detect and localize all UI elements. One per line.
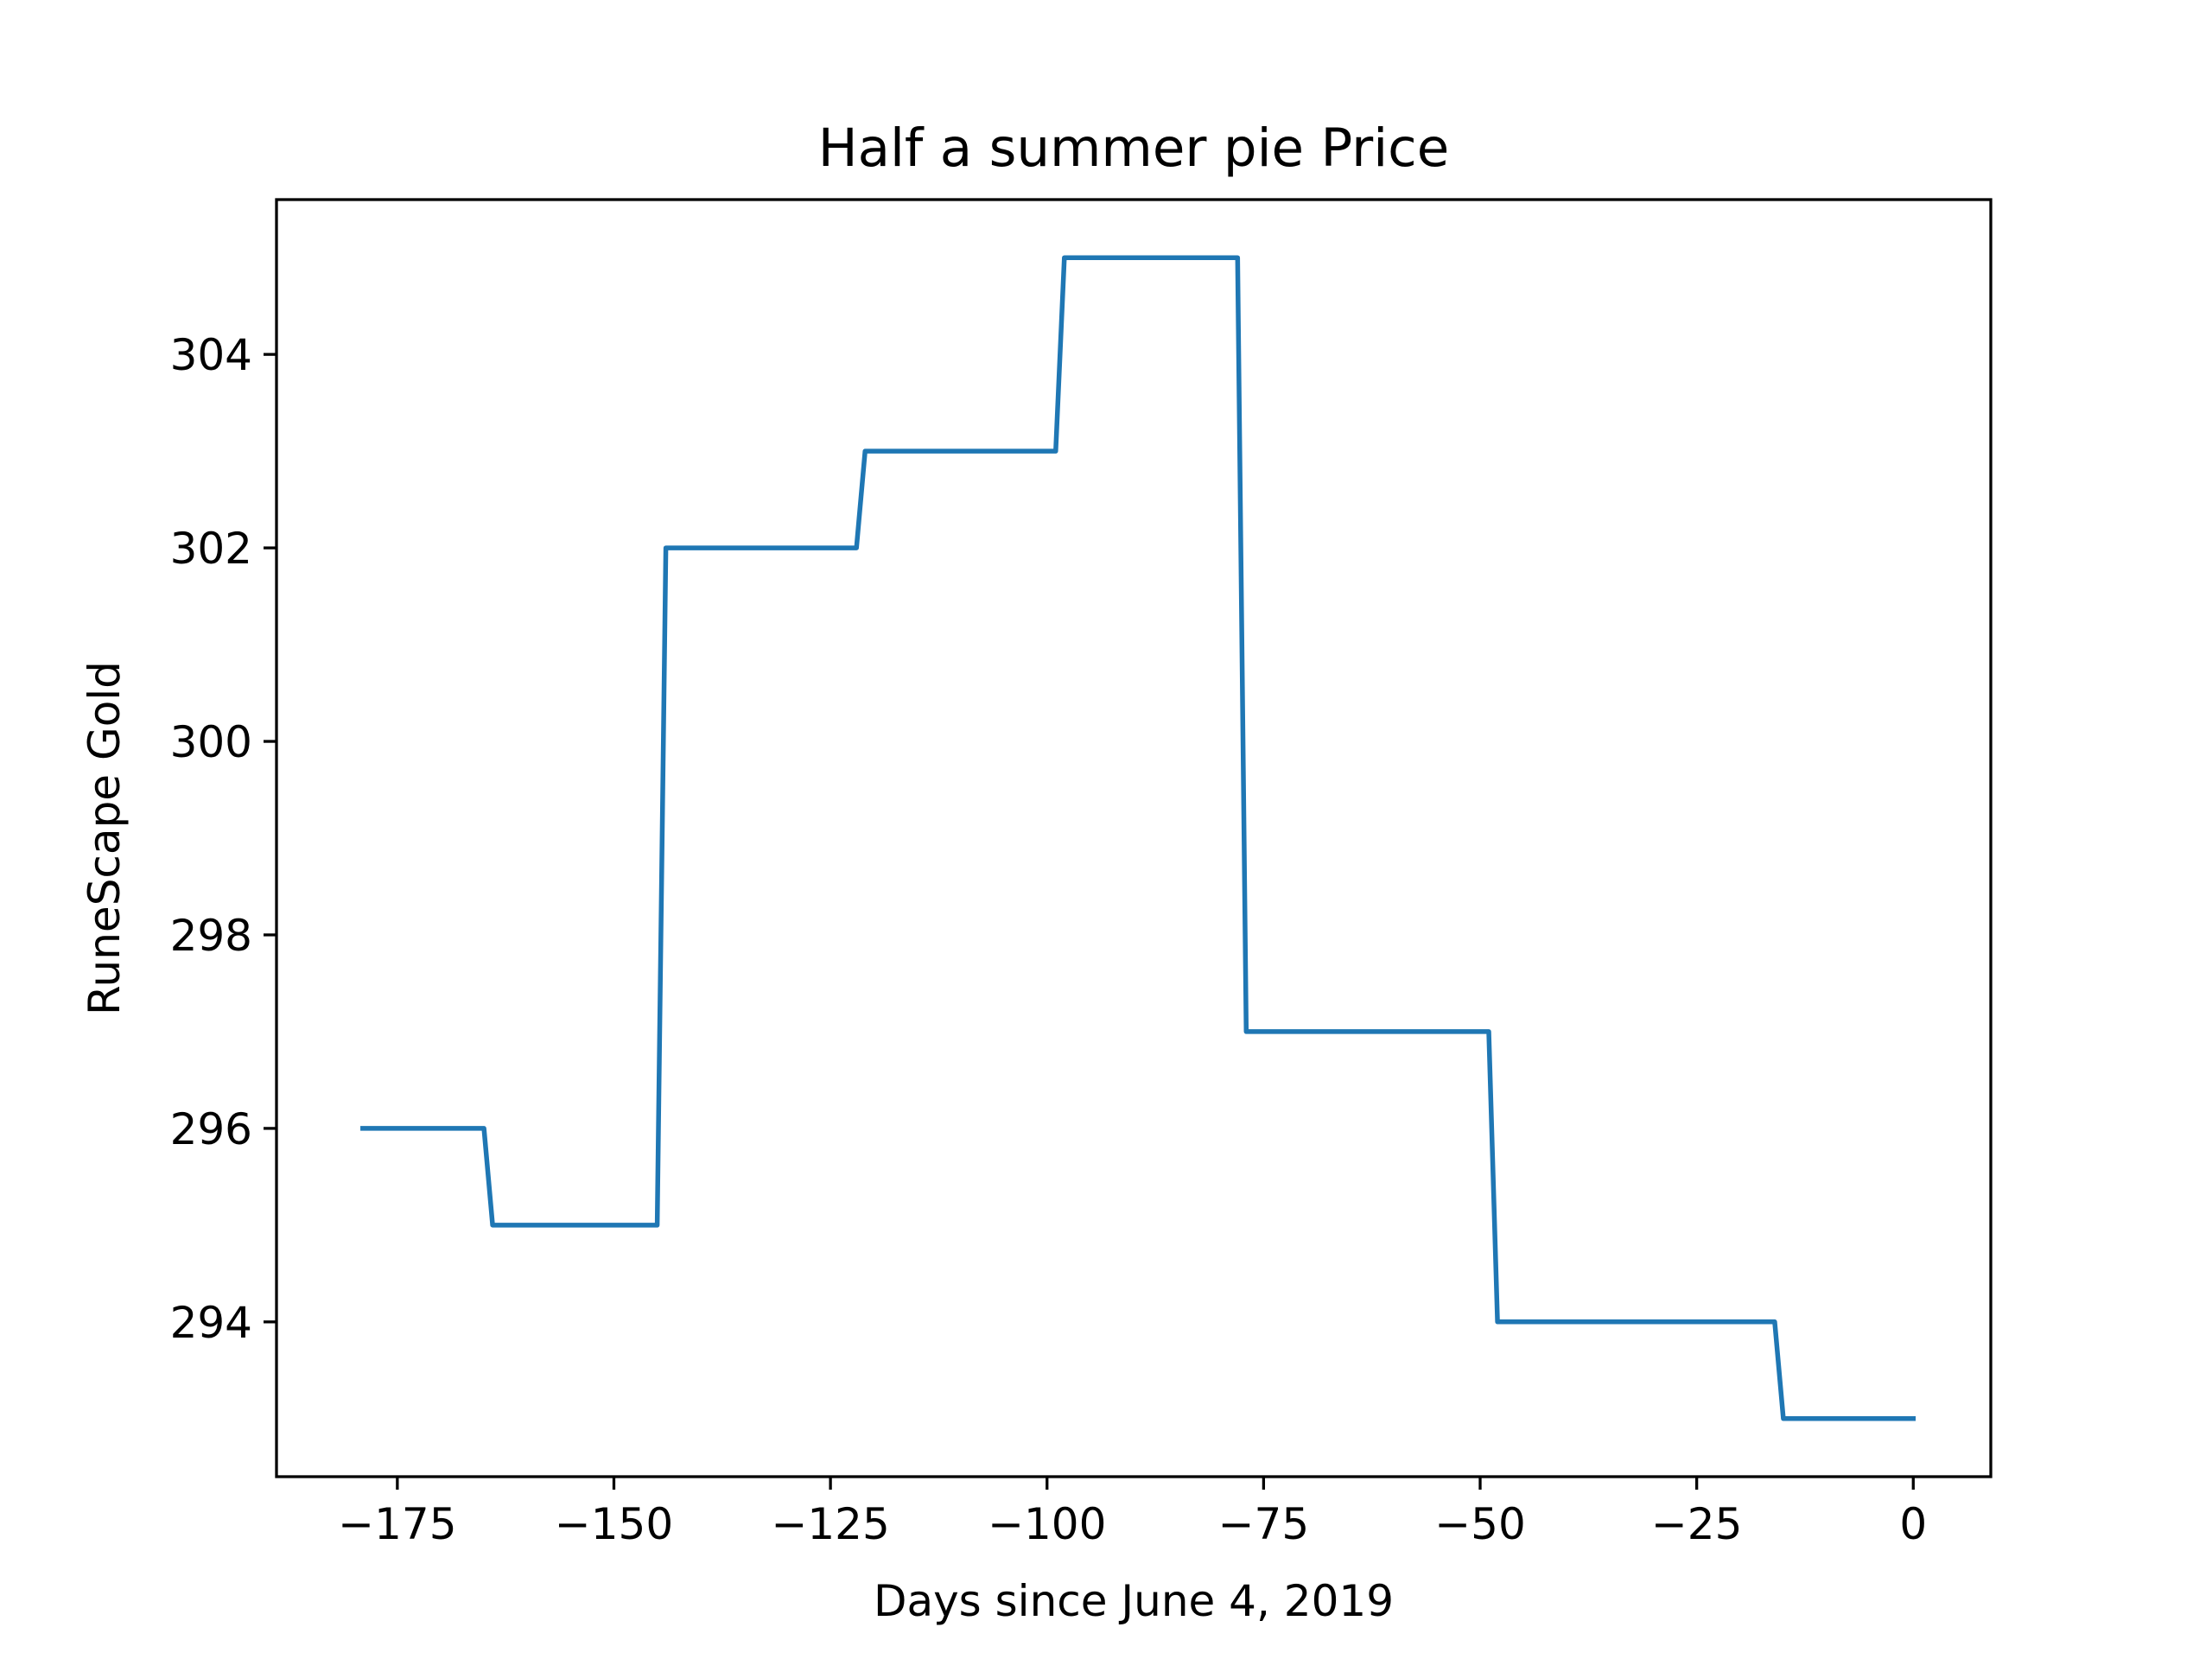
chart-title: Half a summer pie Price xyxy=(818,118,1450,179)
axes-frame xyxy=(275,198,1993,1478)
y-axis: 294 296 298 300 302 304 xyxy=(170,330,276,1348)
x-axis-label: Days since June 4, 2019 xyxy=(874,1576,1394,1626)
y-tick-label: 294 xyxy=(170,1298,252,1348)
plot-area xyxy=(275,198,1993,1478)
x-tick-label: −175 xyxy=(338,1499,456,1549)
x-axis: −175 −150 −125 −100 −75 −50 −25 0 xyxy=(338,1477,1927,1549)
x-tick-label: −25 xyxy=(1651,1499,1743,1549)
x-tick-label: −50 xyxy=(1434,1499,1526,1549)
y-tick-label: 304 xyxy=(170,330,252,380)
y-tick-label: 296 xyxy=(170,1104,252,1154)
x-tick-label: −150 xyxy=(555,1499,673,1549)
y-tick-label: 302 xyxy=(170,524,252,574)
y-axis-label: RuneScape Gold xyxy=(79,661,130,1015)
series-line xyxy=(360,255,1916,1421)
y-tick-label: 298 xyxy=(170,911,252,961)
x-tick-label: −75 xyxy=(1218,1499,1310,1549)
x-tick-label: 0 xyxy=(1899,1499,1927,1549)
x-tick-label: −125 xyxy=(771,1499,889,1549)
x-tick-label: −100 xyxy=(988,1499,1106,1549)
y-tick-label: 300 xyxy=(170,717,252,767)
